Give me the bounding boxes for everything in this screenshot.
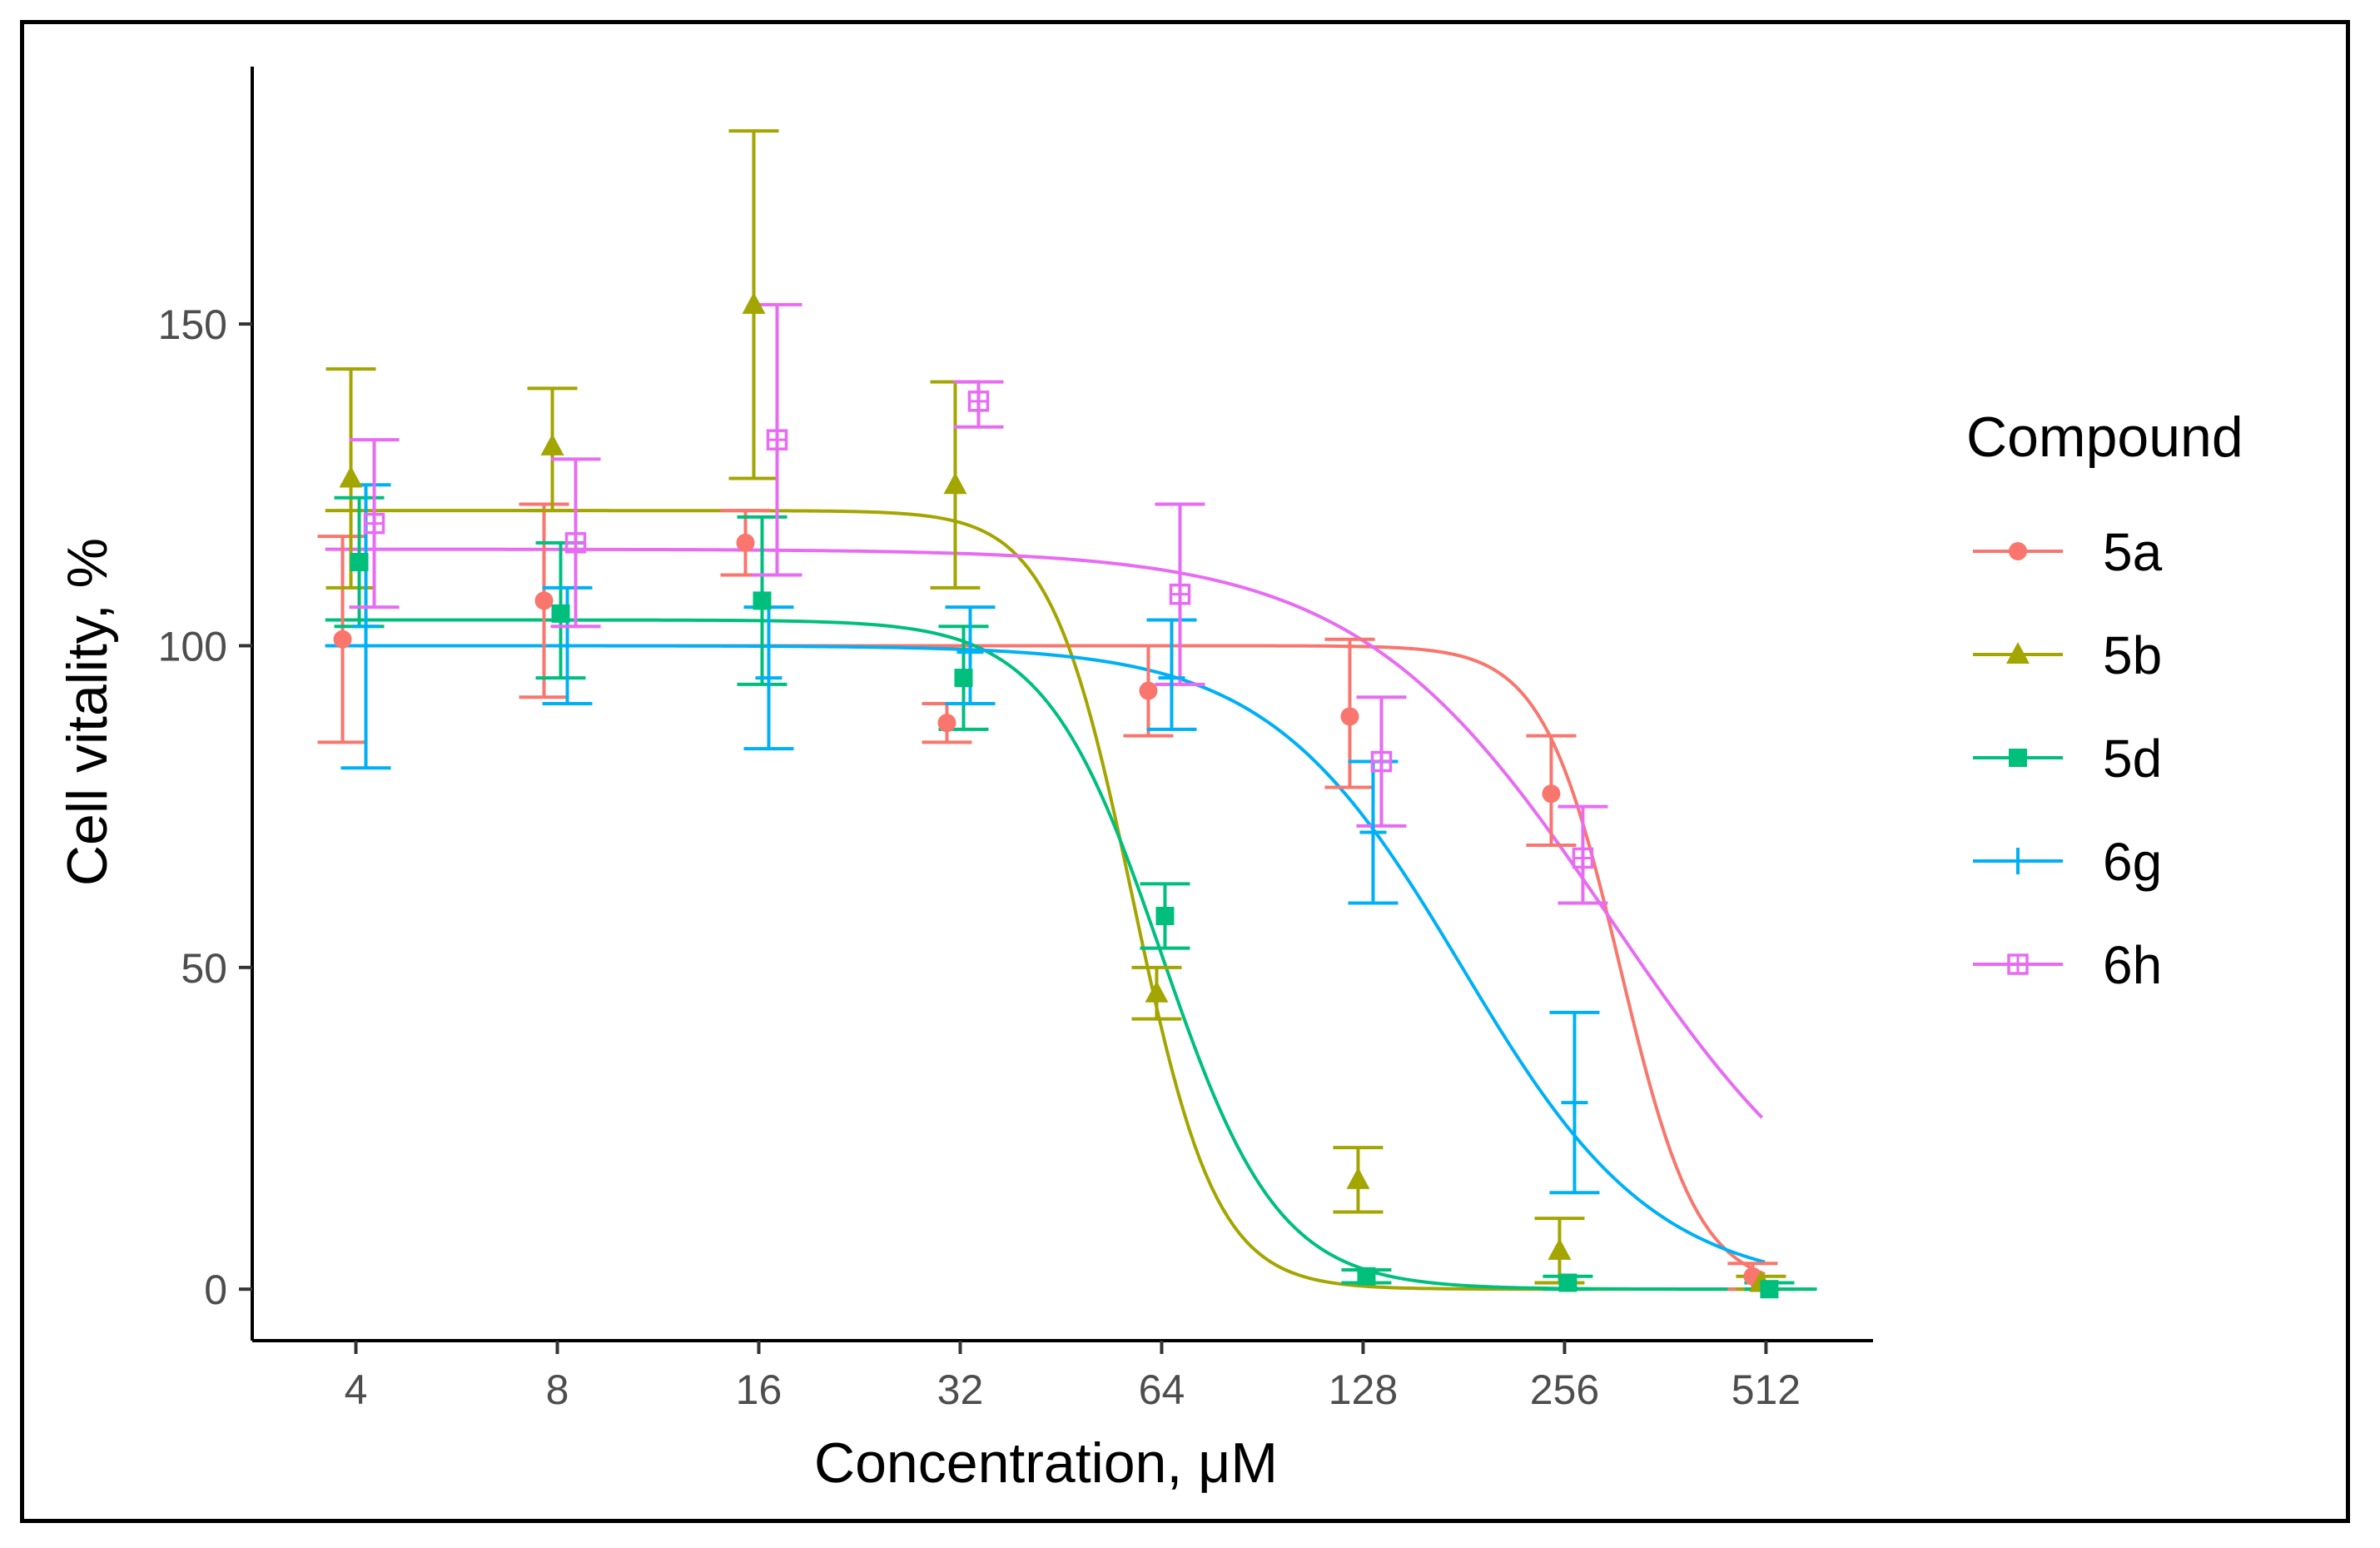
data-point-6h (564, 532, 587, 554)
legend-label: 5d (2103, 729, 2162, 789)
data-point-5d (551, 604, 570, 623)
x-tick-label: 128 (1329, 1366, 1398, 1413)
y-axis-title: Cell vitality, % (56, 538, 119, 886)
error-bars (317, 129, 1795, 1292)
data-point-5d (1155, 907, 1175, 925)
fit-curve-6g (325, 644, 1766, 1264)
data-point-6g (1561, 1089, 1588, 1117)
data-point-6g (554, 632, 581, 660)
legend-title: Compound (1966, 406, 2243, 469)
legend-key-marker (2006, 642, 2030, 664)
legend-label: 5b (2103, 625, 2162, 685)
data-point-5a (534, 591, 554, 610)
y-tick-label: 100 (158, 623, 227, 669)
data-point-6h (1572, 847, 1594, 869)
legend-item-5a: 5a (1973, 522, 2163, 582)
data-point-6g (755, 664, 783, 692)
data-points (333, 291, 1779, 1299)
data-point-5b (1145, 980, 1169, 1003)
data-point-5a (1340, 707, 1359, 726)
data-point-5d (954, 669, 973, 688)
x-axis-title: Concentration, μM (814, 1431, 1278, 1495)
data-point-6h (766, 429, 788, 450)
data-point-5a (1139, 681, 1158, 700)
data-point-5a (736, 533, 755, 552)
chart-frame (20, 20, 2350, 1523)
y-tick-label: 150 (158, 301, 227, 348)
legend-key-marker (2009, 749, 2027, 767)
x-tick-label: 4 (345, 1366, 368, 1413)
data-point-5a (1542, 784, 1561, 804)
data-point-5b (1346, 1167, 1370, 1189)
data-point-6g (1359, 819, 1387, 846)
data-point-5b (742, 291, 766, 314)
data-point-5a (333, 630, 352, 649)
legend-key-marker (2005, 848, 2031, 874)
legend-key-marker (2009, 542, 2027, 560)
fit-curves (325, 509, 1817, 1292)
legend-key-marker (2007, 953, 2029, 975)
data-point-5d (350, 553, 369, 571)
fit-curve-5a (325, 644, 1766, 1276)
fit-curve-6h (325, 547, 1764, 1119)
x-tick-label: 32 (937, 1366, 984, 1413)
x-tick-label: 16 (736, 1366, 783, 1413)
fit-curve-5d (325, 618, 1817, 1292)
y-tick-label: 0 (204, 1267, 227, 1313)
legend: Compound 5a 5b 5d 6g 6h (1966, 406, 2243, 995)
x-tick-label: 256 (1530, 1366, 1599, 1413)
axes: 4 8 16 32 64 128 256 512 0 50 100 150 (158, 67, 1873, 1413)
x-tick-label: 8 (546, 1366, 569, 1413)
data-point-5d (1357, 1267, 1376, 1286)
data-point-5b (339, 465, 363, 488)
legend-item-6h: 6h (1973, 935, 2162, 995)
data-point-5b (943, 472, 967, 495)
data-point-6h (363, 512, 385, 535)
legend-item-5b: 5b (1973, 625, 2162, 685)
data-point-5b (1548, 1237, 1572, 1260)
data-point-5a (937, 714, 956, 733)
legend-label: 6h (2103, 935, 2162, 995)
data-point-6h (1169, 583, 1191, 605)
data-point-5d (753, 591, 772, 610)
data-point-6g (352, 613, 380, 640)
legend-label: 6g (2103, 832, 2162, 892)
x-tick-label: 64 (1139, 1366, 1185, 1413)
data-point-5d (1558, 1273, 1578, 1292)
legend-item-6g: 6g (1973, 832, 2162, 892)
legend-label: 5a (2103, 522, 2163, 582)
x-axis-ticks: 4 8 16 32 64 128 256 512 (345, 1341, 1801, 1413)
data-point-5d (1760, 1280, 1779, 1299)
data-point-6h (967, 391, 990, 412)
data-point-5b (540, 433, 564, 455)
data-point-6h (1370, 750, 1393, 773)
data-point-6g (956, 639, 984, 666)
x-tick-label: 512 (1732, 1366, 1801, 1413)
y-tick-label: 50 (181, 945, 227, 992)
data-point-6g (1158, 664, 1185, 692)
fit-curve-5b (325, 509, 1812, 1292)
legend-item-5d: 5d (1973, 729, 2162, 789)
y-axis-ticks: 0 50 100 150 (158, 301, 252, 1313)
